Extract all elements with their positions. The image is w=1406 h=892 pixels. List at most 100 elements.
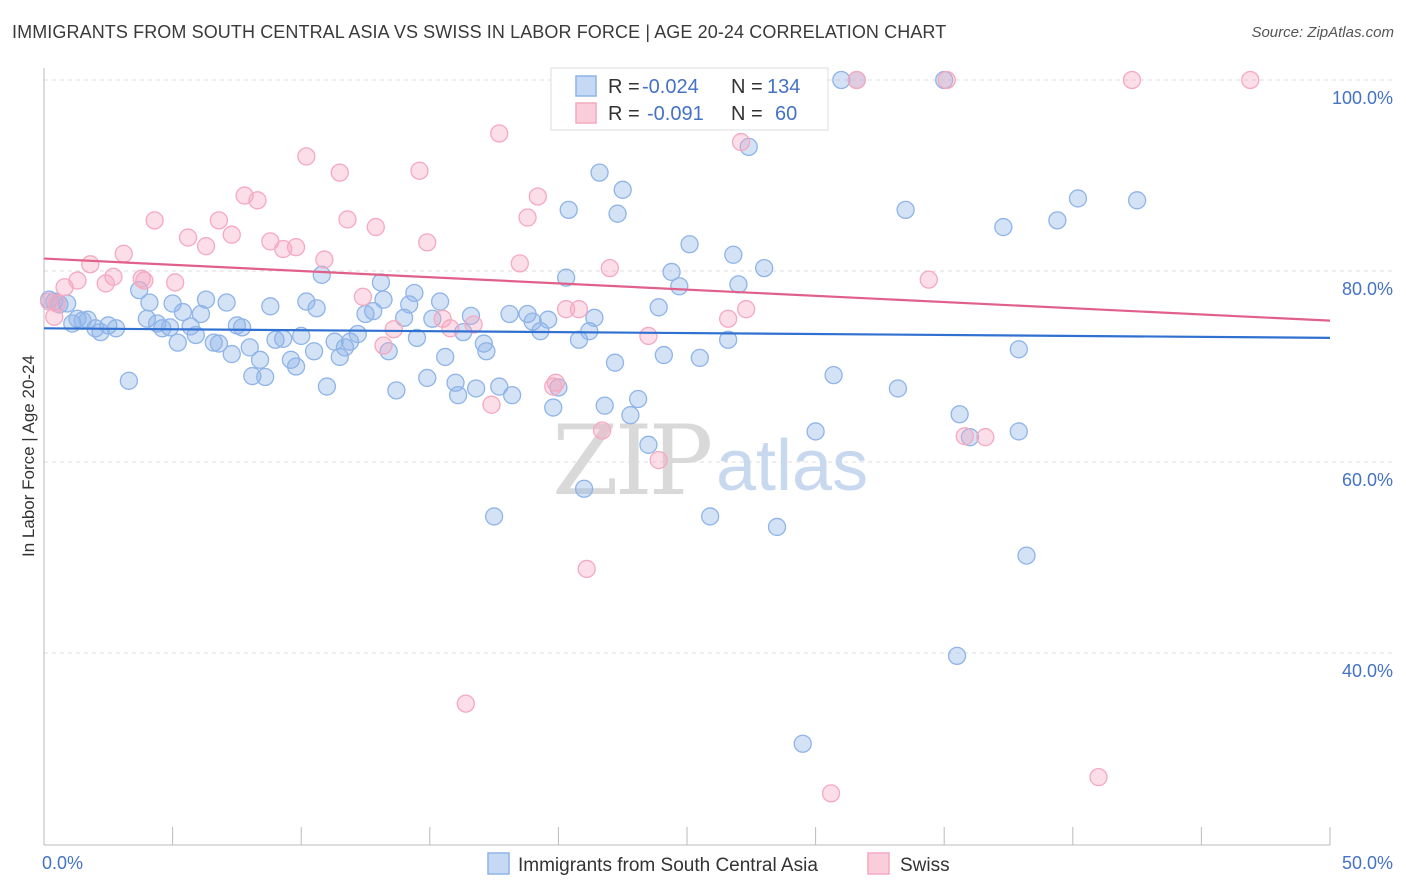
point-s0-45	[312, 265, 331, 284]
trend-line-1	[43, 257, 1331, 322]
point-s1-21	[286, 237, 306, 257]
series-south-central-asia-points	[39, 70, 1147, 753]
point-s1-29	[384, 320, 403, 339]
point-s1-35	[482, 395, 501, 414]
point-s0-38	[274, 329, 293, 348]
point-s0-122	[994, 217, 1013, 237]
point-s0-90	[595, 396, 614, 415]
correlation-legend: R = -0.024 N = 134 R = -0.091 N = 60	[550, 67, 829, 131]
bottom-legend-label-swiss: Swiss	[900, 855, 950, 876]
point-s0-73	[484, 507, 504, 526]
point-s1-56	[919, 270, 938, 289]
point-s0-114	[832, 70, 851, 90]
point-s1-28	[374, 336, 393, 355]
point-s1-37	[510, 254, 529, 273]
point-s0-37	[266, 330, 285, 349]
point-s1-45	[592, 421, 612, 440]
point-s0-64	[430, 292, 450, 311]
point-s1-59	[976, 428, 995, 447]
point-s1-15	[209, 211, 229, 230]
point-s1-53	[737, 300, 756, 319]
point-s1-11	[145, 211, 164, 230]
point-s0-78	[523, 312, 542, 331]
point-s0-126	[1048, 211, 1067, 230]
bottom-legend-swatch-swiss	[867, 852, 890, 875]
point-s1-23	[315, 250, 334, 269]
point-s1-1	[45, 307, 64, 326]
point-s0-83	[556, 268, 576, 287]
point-s0-117	[896, 200, 915, 220]
point-s0-60	[405, 283, 424, 303]
legend-n-value-2: 60	[775, 103, 797, 125]
point-s1-32	[433, 309, 452, 328]
point-s0-113	[824, 365, 843, 385]
x-tick-label-min: 0.0%	[42, 853, 83, 873]
point-s0-75	[500, 304, 519, 324]
point-s0-36	[261, 297, 280, 316]
x-tick-label-max: 50.0%	[1342, 853, 1393, 873]
source-credit: Source: ZipAtlas.com	[1251, 24, 1394, 41]
point-s0-103	[700, 507, 720, 526]
point-s0-46	[317, 377, 337, 396]
point-s0-74	[490, 377, 509, 396]
point-s1-54	[821, 784, 841, 803]
point-s0-44	[307, 299, 326, 318]
point-s1-31	[418, 233, 437, 252]
legend-swatch-south-central-asia	[575, 75, 597, 97]
point-s1-22	[297, 147, 316, 166]
point-s0-15	[140, 293, 159, 312]
point-s1-49	[649, 450, 668, 470]
point-s1-62	[1241, 70, 1260, 90]
point-s0-92	[608, 204, 627, 223]
point-s0-56	[379, 342, 398, 361]
point-s0-100	[670, 277, 689, 296]
legend-n-label-1: N =	[731, 76, 763, 98]
point-s1-9	[132, 269, 151, 288]
point-s0-27	[209, 334, 229, 353]
point-s0-106	[724, 245, 743, 264]
point-s1-25	[338, 210, 357, 229]
point-s0-57	[387, 381, 406, 400]
point-s0-112	[806, 422, 825, 441]
y-tick-label-40: 40.0%	[1342, 661, 1393, 681]
bottom-legend-swatch-south-central-asia	[487, 852, 510, 875]
point-s0-91	[605, 353, 625, 372]
x-tick-marks	[172, 827, 1331, 845]
point-s1-13	[178, 228, 198, 247]
point-s1-34	[464, 315, 483, 334]
point-s0-87	[580, 322, 599, 341]
watermark-atlas: atlas	[716, 426, 868, 506]
point-s0-43	[304, 342, 324, 361]
legend-n-label-2: N =	[731, 103, 763, 125]
point-s0-18	[160, 318, 180, 337]
point-s0-125	[1017, 546, 1036, 565]
legend-n-value-1: 134	[767, 76, 800, 98]
point-s0-21	[173, 302, 193, 322]
point-s0-12	[119, 371, 139, 390]
point-s0-124	[1009, 340, 1028, 359]
y-tick-labels: 100.0% 80.0% 60.0% 40.0%	[1332, 88, 1393, 681]
point-s0-62	[418, 368, 437, 388]
point-s0-35	[256, 367, 275, 387]
point-s1-24	[330, 163, 349, 182]
point-s1-10	[135, 271, 154, 290]
point-s1-58	[955, 427, 974, 446]
point-s0-49	[335, 338, 355, 357]
point-s0-22	[181, 317, 200, 336]
y-axis-label: In Labor Force | Age 20-24	[19, 355, 38, 557]
point-s0-88	[585, 308, 604, 327]
series-swiss-points	[39, 70, 1260, 803]
point-s1-61	[1122, 70, 1142, 90]
point-s0-80	[538, 310, 558, 329]
point-s0-65	[436, 347, 455, 367]
point-s1-41	[546, 373, 565, 392]
point-s0-67	[448, 385, 468, 405]
point-s0-109	[755, 258, 774, 278]
point-s0-123	[1009, 422, 1028, 441]
point-s1-33	[441, 319, 460, 338]
point-s0-55	[374, 290, 393, 309]
point-s0-58	[394, 308, 414, 327]
point-s1-7	[104, 267, 123, 286]
y-tick-label-60: 60.0%	[1342, 470, 1393, 490]
point-s0-24	[191, 304, 211, 324]
